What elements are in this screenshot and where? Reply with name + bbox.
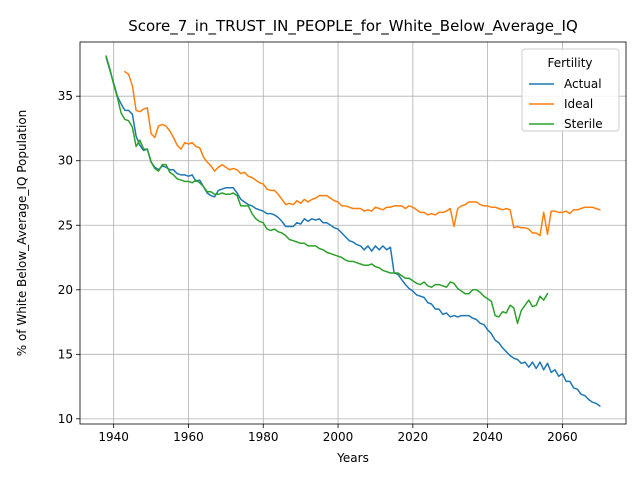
chart-title: Score_7_in_TRUST_IN_PEOPLE_for_White_Bel… [128,17,578,36]
y-tick-label: 20 [58,283,73,297]
x-tick-label: 2000 [323,430,354,444]
x-tick-label: 2060 [547,430,578,444]
y-tick-label: 30 [58,154,73,168]
x-tick-label: 1980 [248,430,279,444]
legend-title: Fertility [547,56,592,70]
legend-label-actual: Actual [564,77,602,91]
legend-label-ideal: Ideal [564,97,593,111]
x-tick-label: 2040 [472,430,503,444]
grid [80,42,626,424]
y-tick-label: 25 [58,218,73,232]
legend-label-sterile: Sterile [564,117,603,131]
x-axis-ticks: 1940 1960 1980 2000 2020 2040 2060 [98,424,578,444]
x-tick-label: 1940 [98,430,129,444]
series-line-ideal [123,70,601,237]
plot-frame [79,41,627,425]
y-tick-label: 35 [58,89,73,103]
legend: Fertility Actual Ideal Sterile [521,48,620,132]
x-tick-label: 1960 [173,430,204,444]
y-axis-label: % of White Below_Average_IQ Population [15,110,29,357]
series-lines [105,55,601,407]
legend-box [521,48,620,132]
series-line-actual [105,56,601,407]
y-tick-label: 15 [58,347,73,361]
y-axis-ticks: 10 15 20 25 30 35 [58,89,80,426]
x-axis-label: Years [336,451,369,465]
y-tick-label: 10 [58,412,73,426]
series-line-sterile [105,55,549,325]
x-tick-label: 2020 [398,430,429,444]
